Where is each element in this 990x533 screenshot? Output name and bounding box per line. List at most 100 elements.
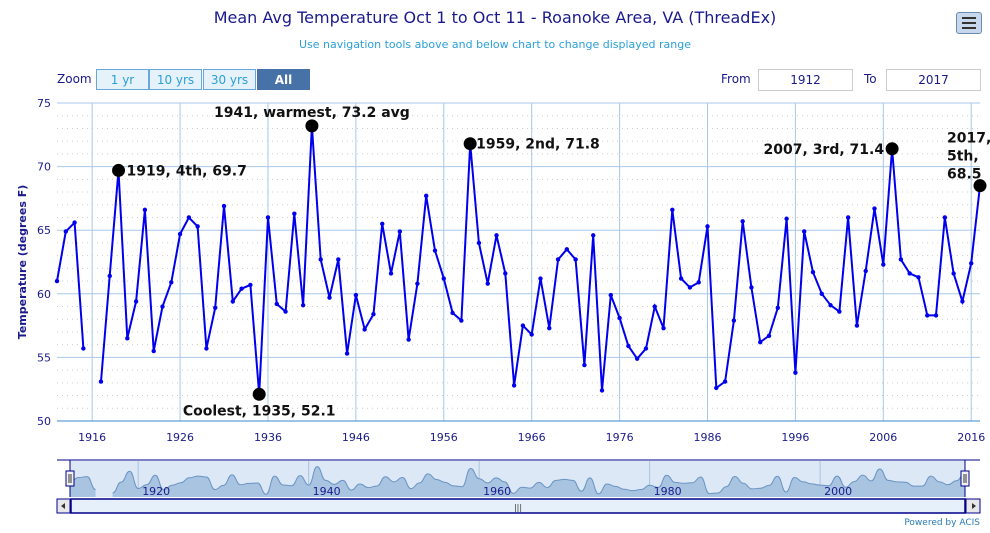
- navigator-handle-left[interactable]: [65, 470, 75, 487]
- data-point: [810, 269, 816, 275]
- data-point: [415, 281, 420, 286]
- data-point: [643, 346, 649, 351]
- y-tick-label: 60: [37, 288, 51, 301]
- data-point: [81, 346, 86, 351]
- data-point: [652, 304, 657, 309]
- y-tick-label: 65: [37, 224, 51, 237]
- x-tick-label: 2006: [869, 431, 897, 444]
- data-point: [951, 271, 956, 276]
- data-point: [582, 362, 587, 368]
- data-point: [336, 257, 341, 262]
- data-point: [432, 248, 438, 253]
- annotation-label: 2017, 5th, 68.5: [947, 131, 990, 183]
- data-point: [485, 281, 490, 286]
- data-point: [283, 309, 288, 314]
- to-input[interactable]: 2017: [886, 69, 981, 91]
- data-point: [274, 301, 279, 307]
- zoom-10yrs-button[interactable]: 10 yrs: [149, 69, 202, 90]
- navigator-tick-label: 2000: [824, 485, 852, 498]
- data-point: [547, 325, 552, 331]
- data-point: [872, 206, 877, 211]
- data-point: [687, 285, 693, 290]
- data-point: [362, 327, 367, 332]
- data-point: [758, 339, 763, 345]
- data-point: [292, 211, 297, 216]
- handle-box: [960, 470, 970, 487]
- y-axis-title: Temperature (degrees F): [16, 185, 29, 339]
- x-tick-label: 1926: [166, 431, 194, 444]
- data-point: [476, 240, 482, 246]
- data-point: [626, 343, 631, 349]
- data-point: [863, 268, 868, 274]
- data-point: [793, 370, 798, 375]
- navigator-area: [112, 466, 966, 497]
- data-point: [819, 291, 824, 296]
- x-tick-label: 1976: [606, 431, 634, 444]
- x-tick-label: 1986: [693, 431, 721, 444]
- zoom-label: Zoom: [57, 72, 92, 86]
- data-point: [494, 233, 499, 238]
- data-point: [177, 231, 183, 237]
- data-point: [195, 224, 200, 229]
- data-point: [740, 219, 745, 224]
- zoom-30yrs-button[interactable]: 30 yrs: [203, 69, 256, 90]
- annotation-marker: [885, 142, 899, 156]
- navigator-line: [112, 466, 966, 495]
- x-tick-label: 1966: [518, 431, 546, 444]
- annotation-marker: [305, 119, 319, 133]
- data-point: [722, 379, 728, 384]
- x-tick-label: 1916: [78, 431, 106, 444]
- data-point: [511, 383, 517, 388]
- annotation-label: Coolest, 1935, 52.1: [183, 403, 336, 419]
- data-point: [520, 323, 526, 328]
- from-input[interactable]: 1912: [758, 69, 853, 91]
- navigator-tick-label: 1960: [483, 485, 511, 498]
- from-label: From: [721, 72, 751, 86]
- hamburger-icon[interactable]: [956, 12, 982, 34]
- data-point: [714, 385, 719, 391]
- zoom-all-button[interactable]: All: [257, 69, 310, 90]
- navigator-handle-right[interactable]: [960, 470, 970, 487]
- data-point: [784, 216, 789, 221]
- data-point: [775, 305, 781, 310]
- data-point: [318, 257, 323, 262]
- data-point: [854, 323, 860, 328]
- scrollbar-grip-icon: |||: [514, 503, 522, 512]
- scrollbar-thumb[interactable]: [70, 498, 966, 514]
- data-point: [186, 215, 192, 220]
- data-point: [503, 271, 508, 276]
- zoom-1yr-button[interactable]: 1 yr: [96, 69, 149, 90]
- data-point: [529, 332, 534, 337]
- data-point: [634, 356, 640, 361]
- navigator-tick-label: 1920: [142, 485, 170, 498]
- data-point: [133, 299, 139, 304]
- annotation-line: 5th,: [947, 149, 979, 165]
- data-point: [916, 275, 921, 280]
- y-tick-label: 55: [37, 351, 51, 364]
- data-point: [169, 280, 174, 285]
- data-point: [300, 303, 306, 308]
- data-point: [749, 285, 754, 290]
- credits-link[interactable]: Powered by ACIS: [904, 518, 980, 528]
- handle-box: [65, 470, 75, 487]
- data-point: [617, 315, 622, 321]
- x-tick-label: 1946: [342, 431, 370, 444]
- navigator-area: [70, 476, 96, 497]
- data-point: [441, 276, 446, 281]
- data-point: [248, 282, 253, 288]
- data-point: [731, 318, 737, 323]
- data-point: [353, 292, 359, 298]
- arrow-left-icon: [61, 503, 65, 509]
- data-point: [907, 271, 912, 276]
- y-tick-label: 70: [37, 161, 51, 174]
- data-point: [142, 207, 148, 213]
- data-point: [564, 247, 570, 252]
- data-point: [845, 215, 851, 220]
- data-point: [72, 220, 77, 225]
- data-point: [670, 207, 675, 213]
- data-point: [837, 309, 842, 314]
- data-point: [661, 325, 666, 331]
- data-point: [555, 257, 561, 262]
